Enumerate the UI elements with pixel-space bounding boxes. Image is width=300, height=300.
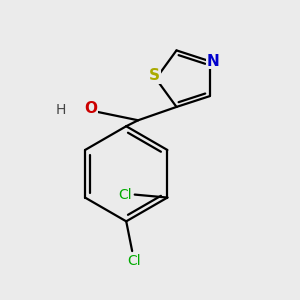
Text: S: S — [149, 68, 160, 83]
Text: H: H — [56, 103, 66, 117]
Text: Cl: Cl — [127, 254, 140, 268]
Text: Cl: Cl — [118, 188, 132, 202]
Text: N: N — [206, 54, 219, 69]
Text: O: O — [84, 101, 97, 116]
